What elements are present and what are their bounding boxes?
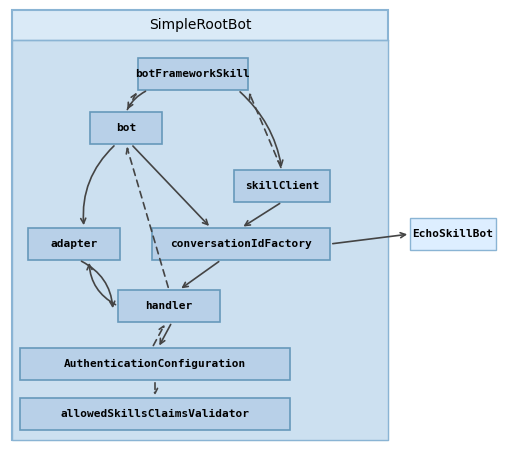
- FancyBboxPatch shape: [118, 290, 220, 322]
- Text: AuthenticationConfiguration: AuthenticationConfiguration: [64, 359, 246, 369]
- FancyBboxPatch shape: [12, 10, 388, 440]
- Text: conversationIdFactory: conversationIdFactory: [170, 239, 312, 249]
- FancyBboxPatch shape: [152, 228, 330, 260]
- FancyBboxPatch shape: [28, 228, 120, 260]
- FancyBboxPatch shape: [410, 218, 496, 250]
- Text: skillClient: skillClient: [245, 181, 319, 191]
- Text: bot: bot: [116, 123, 136, 133]
- FancyBboxPatch shape: [12, 40, 388, 440]
- Text: handler: handler: [145, 301, 192, 311]
- Text: botFrameworkSkill: botFrameworkSkill: [136, 69, 250, 79]
- Text: allowedSkillsClaimsValidator: allowedSkillsClaimsValidator: [61, 409, 249, 419]
- FancyBboxPatch shape: [20, 348, 290, 380]
- FancyBboxPatch shape: [90, 112, 162, 144]
- Text: SimpleRootBot: SimpleRootBot: [149, 18, 251, 32]
- FancyBboxPatch shape: [234, 170, 330, 202]
- Text: EchoSkillBot: EchoSkillBot: [413, 229, 493, 239]
- FancyBboxPatch shape: [138, 58, 248, 90]
- FancyBboxPatch shape: [20, 398, 290, 430]
- Text: adapter: adapter: [50, 239, 97, 249]
